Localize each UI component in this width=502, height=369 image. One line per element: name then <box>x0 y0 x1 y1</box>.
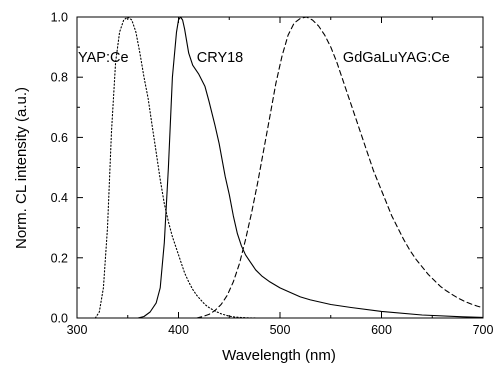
series-label-gdgaluyag-ce: GdGaLuYAG:Ce <box>343 50 450 66</box>
series-label-yap-ce: YAP:Ce <box>78 50 129 66</box>
x-tick-label: 500 <box>270 323 291 337</box>
x-tick-label: 400 <box>168 323 189 337</box>
series-label-cry18: CRY18 <box>197 50 243 66</box>
x-tick-label: 600 <box>371 323 392 337</box>
y-tick-label: 0.6 <box>51 131 68 145</box>
tick-labels: 300 400 500 600 700 0.0 0.2 0.4 0.6 0.8 1.0 <box>51 11 494 338</box>
y-tick-label: 1.0 <box>51 11 68 25</box>
y-tick-label: 0.8 <box>51 71 68 85</box>
x-axis-title: Wavelength (nm) <box>222 347 336 364</box>
series-curves <box>94 16 484 319</box>
series-labels: YAP:Ce CRY18 GdGaLuYAG:Ce <box>78 50 450 66</box>
series-line-gdgaluyag-ce <box>196 16 484 319</box>
series-line-cry18 <box>137 16 484 319</box>
axis-ticks <box>76 16 484 319</box>
x-tick-label: 700 <box>473 323 494 337</box>
x-tick-label: 300 <box>67 323 88 337</box>
y-axis-title: Norm. CL intensity (a.u.) <box>13 87 30 249</box>
y-tick-label: 0.2 <box>51 251 68 265</box>
series-line-yap-ce <box>94 16 257 319</box>
y-tick-label: 0.0 <box>51 312 68 326</box>
y-tick-label: 0.4 <box>51 191 68 205</box>
